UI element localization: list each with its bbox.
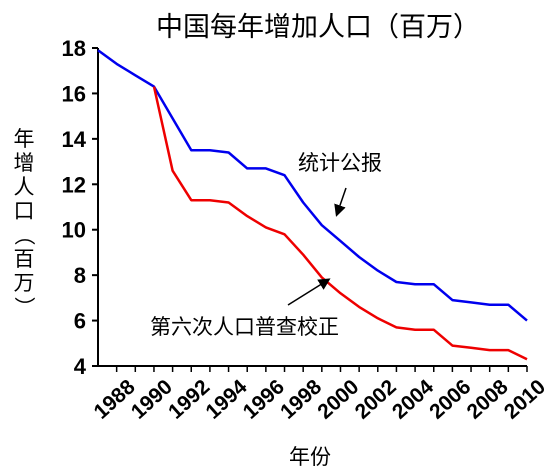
x-tick-label: 1998 (276, 375, 326, 424)
series-line-1 (152, 86, 528, 361)
x-tick-label: 2004 (388, 375, 438, 424)
annotation-official-arrow (334, 187, 347, 217)
y-axis-label-char: 年 (14, 127, 35, 151)
y-tick-label: 6 (74, 309, 86, 334)
x-tick-label: 2006 (425, 375, 475, 423)
y-axis-label-char: 增 (14, 151, 35, 175)
y-axis-label-char: 万 (14, 271, 35, 295)
x-tick-label: 2002 (351, 375, 401, 423)
y-tick-label: 10 (62, 218, 86, 243)
annotation-census: 第六次人口普查校正 (150, 315, 339, 339)
y-tick-label: 16 (62, 81, 86, 106)
x-tick-label: 2010 (500, 375, 550, 423)
y-axis-label-char: ） (12, 297, 36, 318)
y-axis-label-char: 人 (14, 175, 35, 199)
y-tick-label: 14 (62, 127, 87, 152)
y-axis-label-char: 口 (14, 199, 35, 223)
y-tick-label: 4 (74, 354, 87, 379)
x-axis-label: 年份 (289, 445, 331, 469)
x-tick-label: 1988 (90, 375, 140, 424)
y-axis-label-char: 百 (14, 247, 35, 271)
annotation-official: 统计公报 (298, 151, 382, 175)
x-tick-label: 2008 (463, 375, 513, 424)
x-tick-label: 1994 (201, 375, 251, 424)
x-tick-label: 2000 (313, 375, 363, 423)
chart-title: 中国每年增加人口（百万） (156, 12, 480, 43)
annotation-census-arrow (287, 278, 331, 306)
y-tick-label: 12 (62, 172, 86, 197)
y-tick-label: 18 (62, 36, 86, 61)
y-tick-label: 8 (74, 263, 86, 288)
x-tick-label: 1996 (239, 375, 289, 423)
x-tick-label: 1992 (164, 375, 214, 423)
series-line-0 (97, 49, 528, 322)
x-tick-label: 1990 (127, 375, 177, 423)
y-axis-label-char: （ (12, 225, 36, 246)
